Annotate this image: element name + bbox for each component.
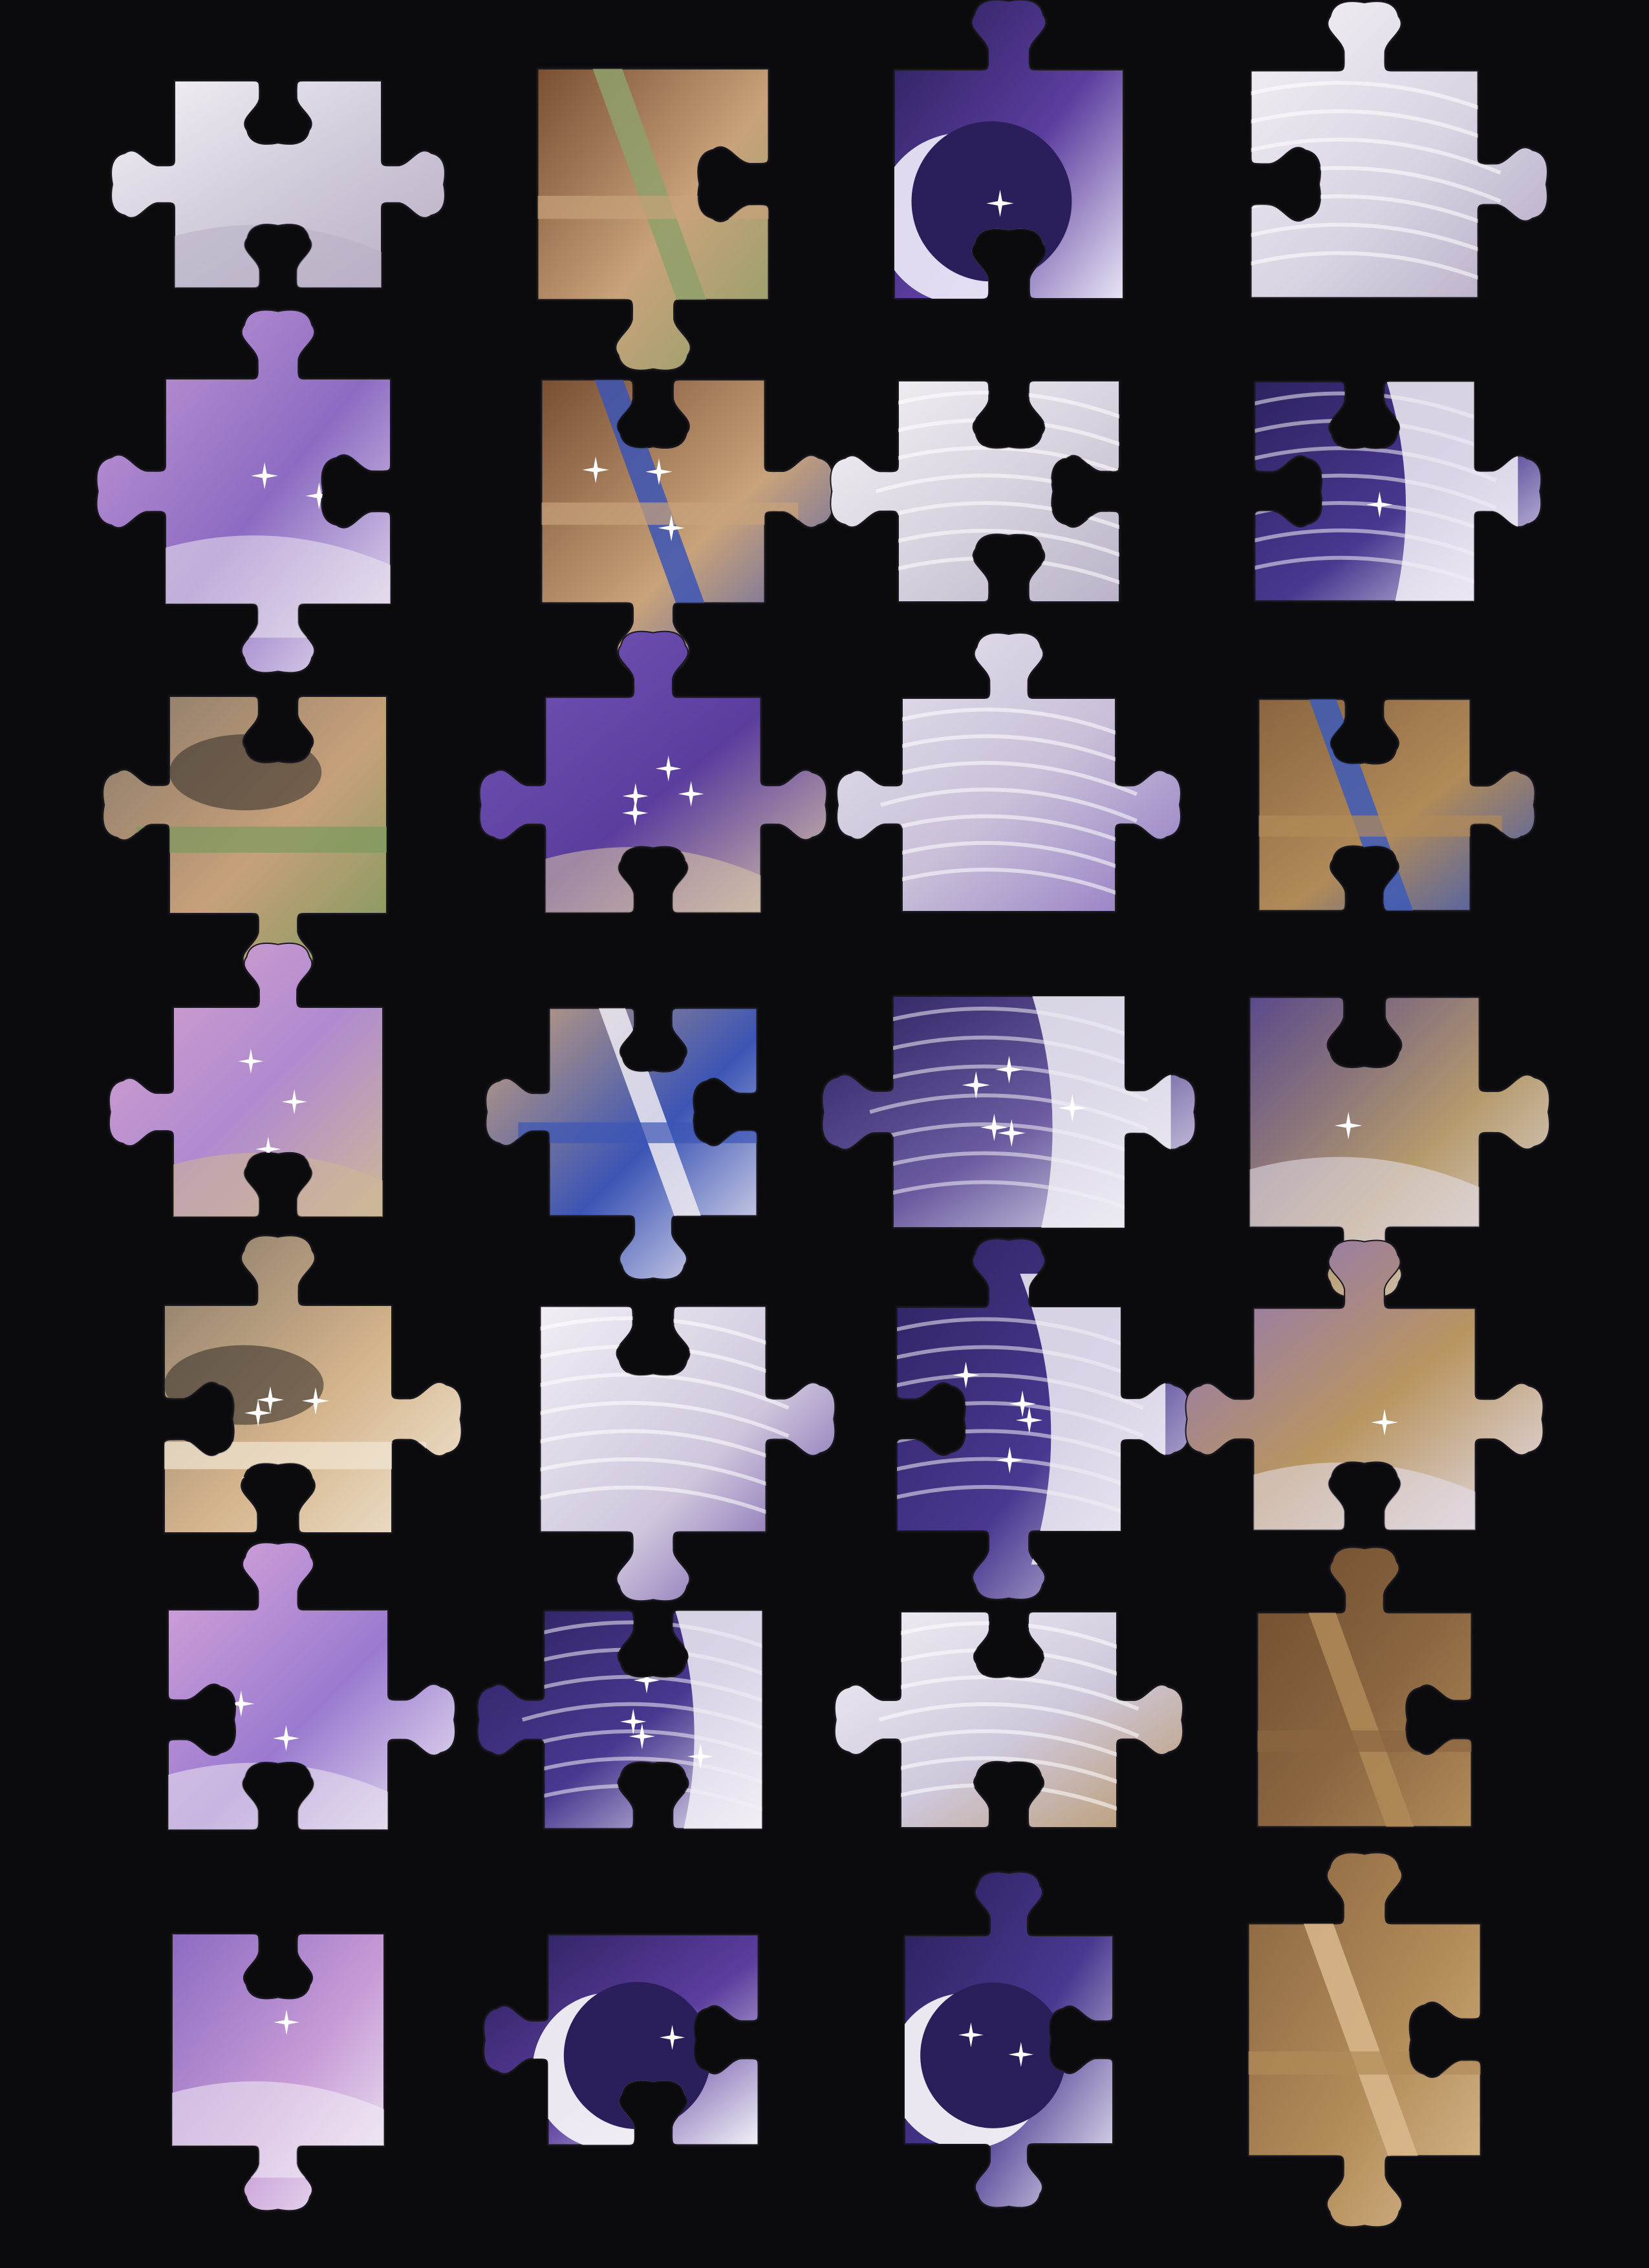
mane-strand	[880, 734, 1138, 770]
piece-shape	[108, 942, 383, 1217]
puzzle-piece[interactable]	[477, 1578, 806, 1861]
sparkle-core	[1376, 502, 1383, 508]
mane-strand	[540, 1457, 790, 1495]
sparkle-core	[592, 467, 599, 473]
mane-strand	[880, 814, 1138, 850]
sparkle-core	[1006, 1066, 1013, 1073]
mane-strand	[875, 445, 1119, 482]
mane-strand	[878, 1675, 1139, 1711]
sparkle-core	[630, 1718, 636, 1725]
sparkle-core	[1026, 1417, 1033, 1424]
puzzle-piece[interactable]	[889, 1871, 1114, 2209]
sparkle-core	[697, 1753, 704, 1760]
sparkle-core	[1345, 1122, 1352, 1129]
piece-shape	[830, 380, 1120, 603]
mane-strand	[1251, 81, 1502, 118]
sparkle-core	[238, 1700, 244, 1707]
sparkle-core	[997, 200, 1004, 207]
puzzle-piece[interactable]	[483, 1934, 759, 2150]
sparkle-core	[991, 1124, 998, 1131]
mane-strand	[540, 1429, 790, 1466]
mane-strand	[880, 707, 1138, 743]
sparkle-core	[316, 493, 323, 499]
sparkle-core	[248, 1058, 254, 1064]
sparkle-core	[973, 1082, 980, 1089]
sparkle-core	[1069, 1105, 1075, 1111]
sparkle-core	[632, 810, 638, 816]
sparkle-core	[255, 1409, 261, 1417]
puzzle-piece[interactable]	[518, 1305, 836, 1602]
sparkle-core	[632, 793, 639, 799]
sparkle-core	[1019, 1400, 1026, 1407]
harness-strap	[585, 69, 715, 332]
piece-artwork	[1251, 81, 1502, 288]
piece-artwork	[905, 1982, 1066, 2150]
mane-strand	[880, 840, 1138, 877]
puzzle-piece[interactable]	[1225, 1546, 1503, 1856]
sparkle-core	[265, 1146, 272, 1152]
harness-strap	[1296, 1894, 1426, 2188]
mane-strand	[540, 1400, 790, 1438]
mane-strand	[1251, 222, 1502, 260]
mane-strand	[880, 787, 1138, 823]
sparkle-core	[1006, 1457, 1013, 1463]
sparkle-core	[261, 473, 268, 479]
sparkle-core	[968, 2032, 974, 2038]
sparkle-core	[668, 525, 674, 531]
sparkle-core	[1008, 1129, 1015, 1137]
sparkle-core	[656, 469, 662, 475]
mane-strand	[878, 1702, 1139, 1738]
piece-artwork	[880, 707, 1138, 903]
horse-mane	[663, 1610, 762, 1829]
puzzle-piece[interactable]	[1228, 1, 1548, 299]
saddle-edge	[1258, 815, 1502, 837]
mane-strand	[880, 868, 1138, 903]
mane-strand	[875, 528, 1119, 565]
mane-strand	[880, 761, 1138, 797]
sparkle-core	[1018, 2051, 1024, 2057]
sparkle-core	[665, 765, 672, 772]
mane-strand	[540, 1373, 790, 1410]
sparkle-core	[1381, 1419, 1388, 1426]
sparkle-core	[267, 1396, 274, 1403]
mane-strand	[540, 1485, 790, 1523]
sparkle-core	[669, 2035, 675, 2040]
sparkle-core	[688, 791, 695, 797]
mane-strand	[875, 501, 1119, 538]
sparkle-core	[291, 1098, 297, 1105]
piece-shape	[836, 632, 1181, 912]
sparkle-core	[963, 1372, 969, 1378]
piece-artwork	[540, 1316, 790, 1523]
puzzle-piece[interactable]	[508, 352, 834, 672]
sparkle-core	[643, 1677, 650, 1684]
mane-strand	[1251, 251, 1502, 288]
mane-strand	[878, 1729, 1139, 1765]
sparkle-core	[639, 1733, 645, 1740]
moon-shadow	[920, 1982, 1066, 2128]
mane-strand	[1251, 109, 1502, 147]
puzzle-piece[interactable]	[836, 632, 1181, 912]
sparkle-core	[283, 1735, 289, 1742]
mane-strand	[1251, 137, 1502, 175]
sparkle-core	[283, 2019, 290, 2026]
harness-strap	[1302, 1585, 1421, 1827]
sparkle-core	[312, 1398, 319, 1404]
saddle-edge	[541, 502, 799, 525]
saddle-edge	[136, 826, 387, 853]
mane-strand	[878, 1756, 1139, 1792]
